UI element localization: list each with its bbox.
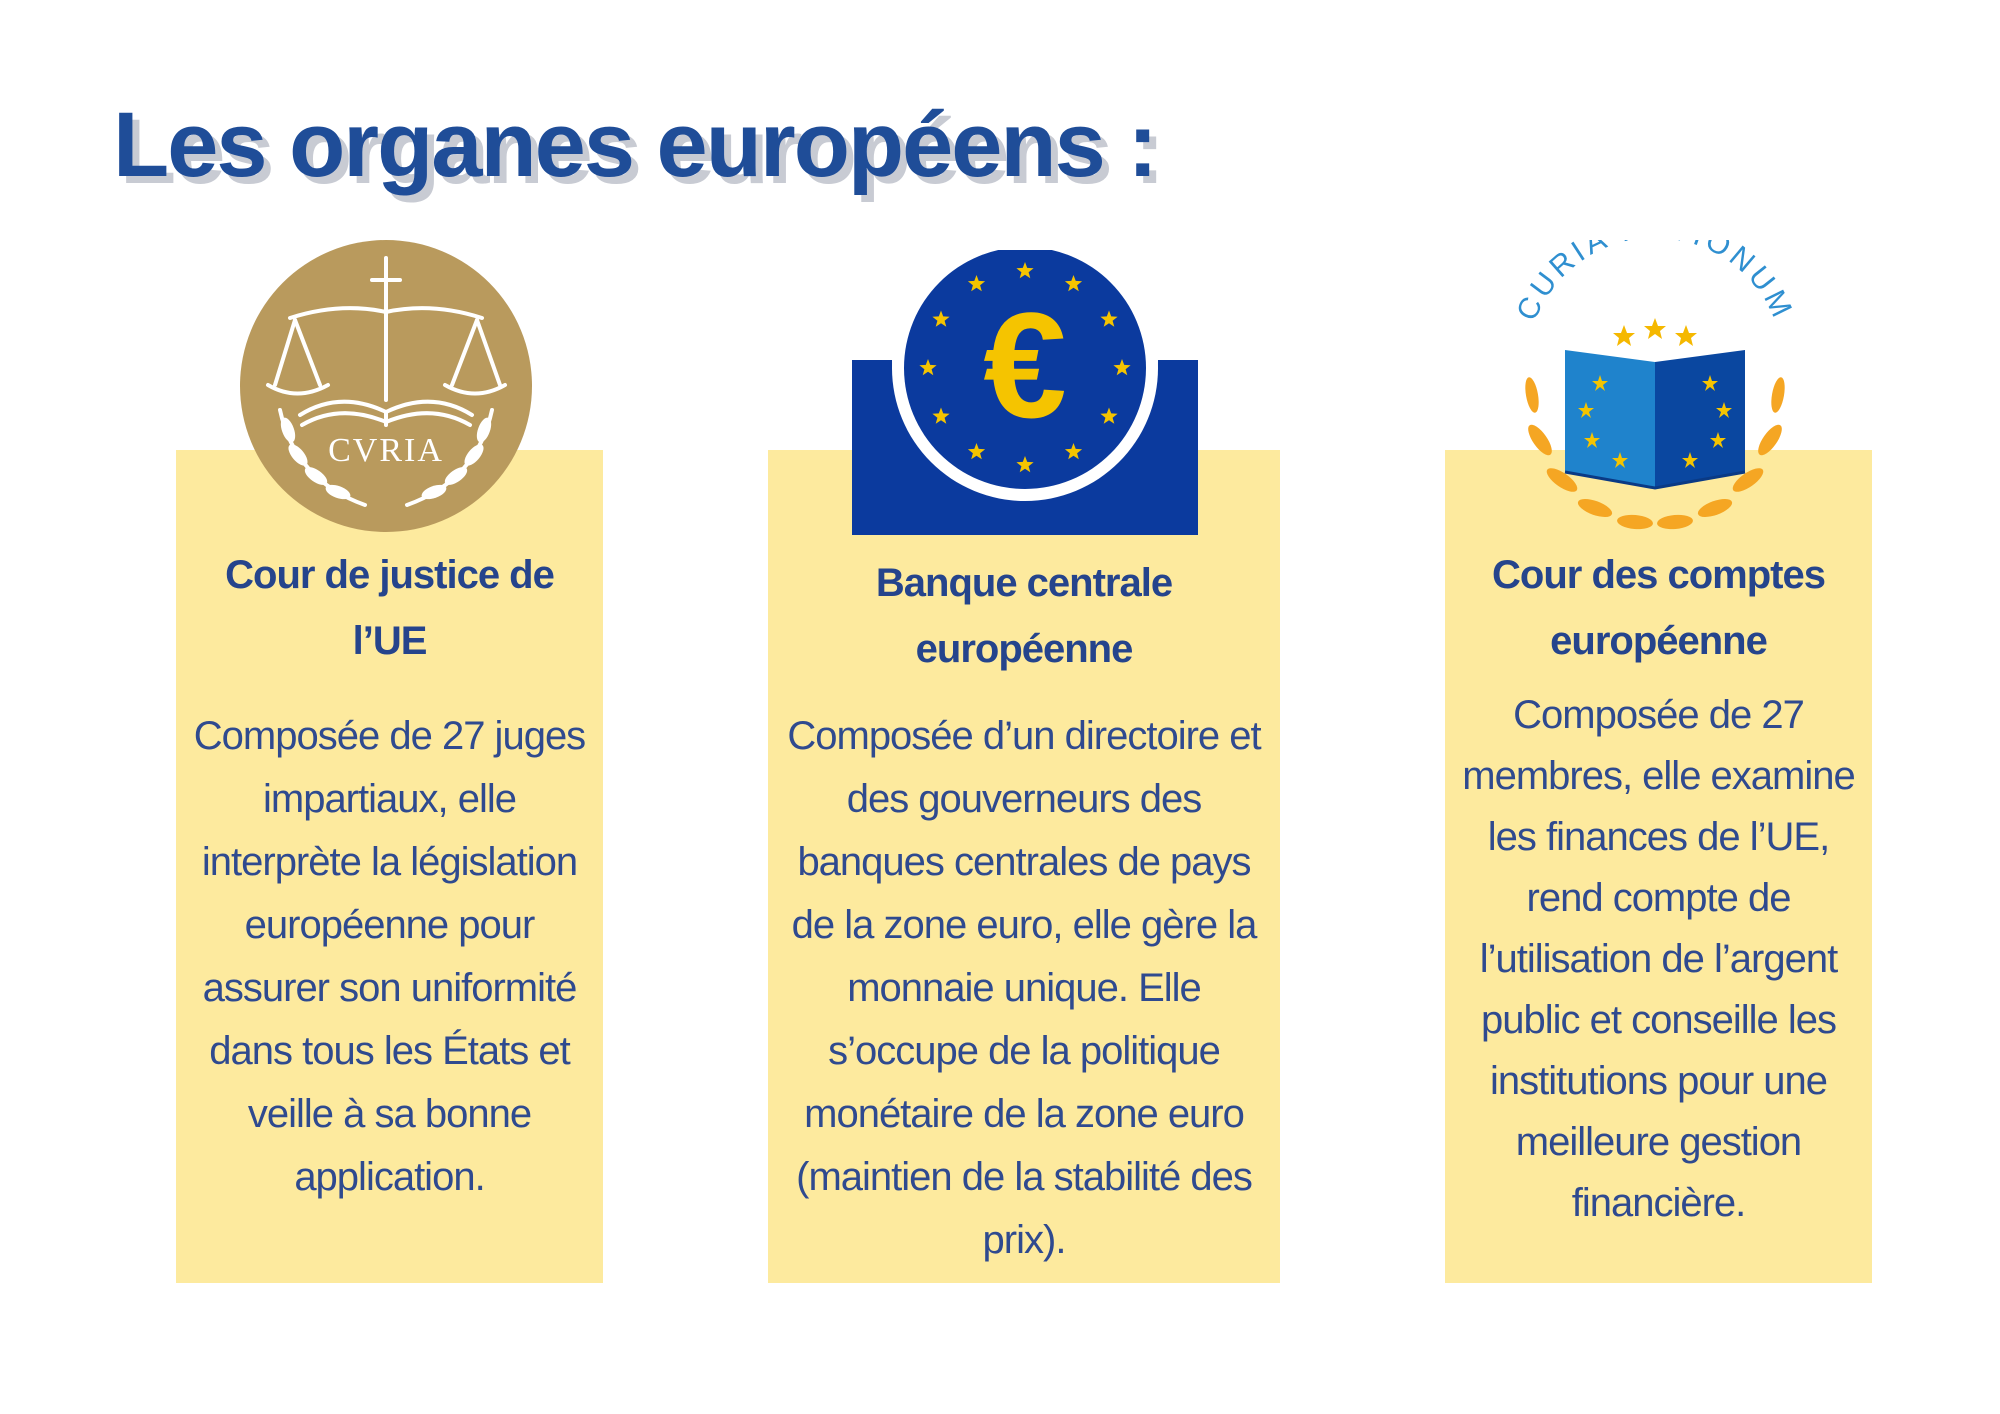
- star-icon: [1016, 456, 1034, 473]
- star-icon: [932, 310, 950, 327]
- star-icon: [919, 359, 937, 376]
- card-description: Composée de 27 membres, elle examine les…: [1462, 693, 1856, 1225]
- star-icon: [967, 275, 986, 292]
- card-description: Composée d’un directoire et des gouverne…: [787, 714, 1261, 1262]
- star-icon: [967, 443, 986, 460]
- card-cour-de-justice: Cour de justice de l’UE Composée de 27 j…: [176, 450, 603, 1283]
- curia-emblem-text: CVRIA: [328, 432, 444, 469]
- euro-symbol: €: [983, 281, 1066, 449]
- card-banque-centrale: Banque centrale européenne Composée d’un…: [768, 450, 1280, 1283]
- curia-rationum-text: CURIA RATIONUM: [1510, 240, 1795, 326]
- star-icon: [1064, 275, 1083, 292]
- star-icon: [932, 407, 950, 424]
- page-title: Les organes européens :: [113, 94, 1158, 196]
- euro-stars-emblem-icon: €: [852, 250, 1198, 535]
- star-icon: [1016, 262, 1034, 279]
- card-cour-des-comptes: Cour des comptes européenne Composée de …: [1445, 450, 1872, 1283]
- svg-text:CURIA RATIONUM: CURIA RATIONUM: [1510, 240, 1799, 326]
- curia-scales-emblem-icon: CVRIA: [240, 240, 532, 532]
- star-icon: [1064, 443, 1083, 460]
- open-book-stars-emblem-icon: CURIA RATIONUM: [1510, 240, 1799, 530]
- card-title: Banque centrale européenne: [875, 561, 1173, 671]
- card-title: Cour de justice de l’UE: [225, 553, 555, 663]
- card-description: Composée de 27 juges impartiaux, elle in…: [193, 714, 586, 1199]
- card-title: Cour des comptes européenne: [1492, 553, 1826, 663]
- star-icon: [1100, 310, 1118, 327]
- star-icon: [1113, 359, 1131, 376]
- star-icon: [1100, 407, 1118, 424]
